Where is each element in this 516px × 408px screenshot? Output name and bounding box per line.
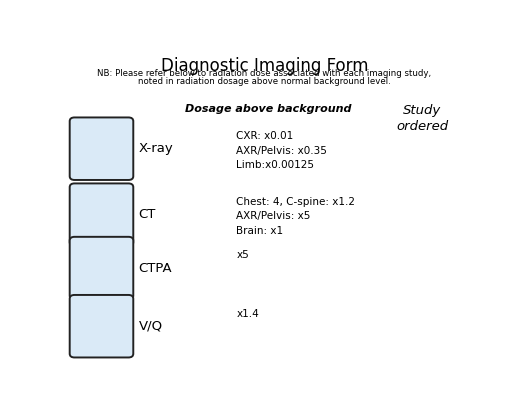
Text: NB: Please refer below to radiation dose associated with each imaging study,: NB: Please refer below to radiation dose… xyxy=(98,69,431,78)
Text: x5: x5 xyxy=(236,251,249,260)
Text: Study
ordered: Study ordered xyxy=(396,104,448,133)
Text: Chest: 4, C-spine: x1.2
AXR/Pelvis: x5
Brain: x1: Chest: 4, C-spine: x1.2 AXR/Pelvis: x5 B… xyxy=(236,197,356,236)
Text: x1.4: x1.4 xyxy=(236,308,259,319)
Text: Diagnostic Imaging Form: Diagnostic Imaging Form xyxy=(160,57,368,75)
FancyBboxPatch shape xyxy=(70,237,133,299)
Text: CXR: x0.01
AXR/Pelvis: x0.35
Limb:x0.00125: CXR: x0.01 AXR/Pelvis: x0.35 Limb:x0.001… xyxy=(236,131,327,170)
Text: noted in radiation dosage above normal background level.: noted in radiation dosage above normal b… xyxy=(138,77,391,86)
FancyBboxPatch shape xyxy=(70,184,133,246)
Text: X-ray: X-ray xyxy=(138,142,173,155)
Text: Dosage above background: Dosage above background xyxy=(185,104,352,114)
FancyBboxPatch shape xyxy=(70,118,133,180)
Text: V/Q: V/Q xyxy=(138,320,163,333)
Text: CTPA: CTPA xyxy=(138,262,172,275)
Text: CT: CT xyxy=(138,208,156,221)
FancyBboxPatch shape xyxy=(70,295,133,357)
